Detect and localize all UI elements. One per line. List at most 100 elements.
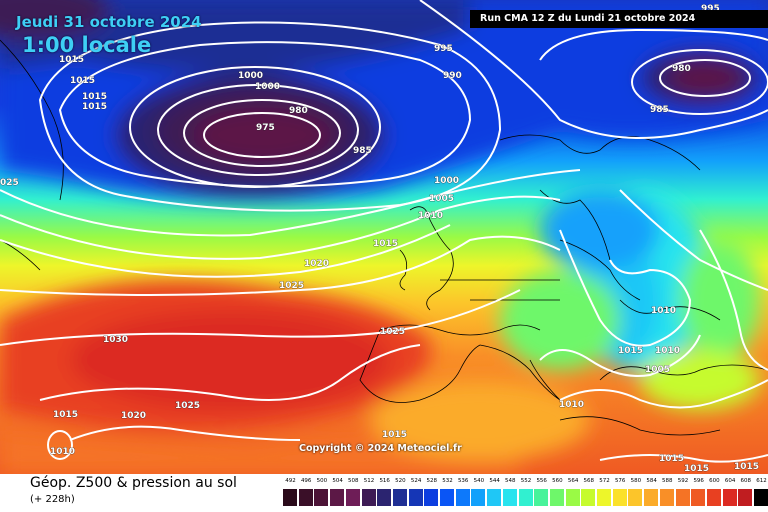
legend-footer: Géop. Z500 & pression au sol (+ 228h) 49… bbox=[0, 474, 768, 512]
isobar-label: 980 bbox=[289, 106, 308, 116]
isobar-label: 1010 bbox=[418, 211, 443, 221]
scale-label: 544 bbox=[489, 478, 500, 484]
isobar-label: 995 bbox=[434, 44, 453, 54]
isobar-label: 995 bbox=[701, 4, 720, 14]
scale-label: 600 bbox=[709, 478, 720, 484]
scale-swatch bbox=[738, 489, 753, 506]
scale-label: 576 bbox=[614, 478, 626, 484]
scale-label: 596 bbox=[693, 478, 704, 484]
isobar-label: 1005 bbox=[645, 365, 670, 375]
map-canvas: 995 1015 1015 1015 1015 1000 1000 995 99… bbox=[0, 0, 768, 474]
isobar-label: 975 bbox=[256, 123, 275, 133]
scale-label: 492 bbox=[285, 478, 296, 484]
isobar-label: 990 bbox=[443, 71, 462, 81]
isobar-label: 980 bbox=[672, 64, 691, 74]
scale-swatch bbox=[377, 489, 392, 506]
scale-swatch bbox=[345, 489, 360, 506]
scale-label: 496 bbox=[300, 478, 312, 484]
isobar-label: 1010 bbox=[559, 400, 584, 410]
isobar-label: 1015 bbox=[659, 454, 684, 464]
scale-label: 532 bbox=[442, 478, 453, 484]
isobar-label: 1005 bbox=[429, 194, 454, 204]
isobar-label: 1015 bbox=[53, 410, 78, 420]
isobar-label: 1000 bbox=[434, 176, 459, 186]
scale-label: 588 bbox=[662, 478, 673, 484]
scale-swatch bbox=[706, 489, 721, 506]
scale-label: 512 bbox=[363, 478, 375, 484]
scale-label: 584 bbox=[646, 478, 657, 484]
scale-swatch bbox=[314, 489, 329, 506]
scale-swatch bbox=[581, 489, 596, 506]
isobar-label: 1015 bbox=[373, 239, 398, 249]
scale-swatch bbox=[487, 489, 502, 506]
scale-swatch bbox=[565, 489, 580, 506]
isobar-label: 1015 bbox=[82, 102, 107, 112]
isobar-label: 1010 bbox=[655, 346, 680, 356]
isobar-label: 1030 bbox=[103, 335, 128, 345]
isobar-label: 1025 bbox=[279, 281, 304, 291]
scale-swatch bbox=[597, 489, 611, 506]
run-info: Run CMA 12 Z du Lundi 21 octobre 2024 bbox=[470, 10, 768, 28]
isobar-label: 1010 bbox=[651, 306, 676, 316]
scale-swatch bbox=[440, 489, 454, 506]
scale-swatch bbox=[361, 489, 376, 506]
scale-swatch bbox=[424, 489, 439, 506]
scale-swatch bbox=[659, 489, 674, 506]
isobar-label: 1015 bbox=[70, 76, 95, 86]
scale-label: 580 bbox=[630, 478, 642, 484]
scale-label: 612 bbox=[756, 478, 767, 484]
scale-swatch bbox=[471, 489, 486, 506]
scale-swatch bbox=[392, 489, 407, 506]
scale-label: 604 bbox=[724, 478, 736, 484]
scale-label: 540 bbox=[473, 478, 485, 484]
scale-label: 524 bbox=[410, 478, 422, 484]
isobar-label: 1025 bbox=[175, 401, 200, 411]
scale-swatch bbox=[283, 489, 297, 506]
scale-swatch bbox=[518, 489, 533, 506]
scale-label: 520 bbox=[395, 478, 406, 484]
scale-swatch bbox=[455, 489, 470, 506]
scale-swatch bbox=[722, 489, 737, 506]
scale-label: 572 bbox=[599, 478, 610, 484]
isobar-label: 025 bbox=[0, 178, 19, 188]
scale-swatch bbox=[330, 489, 345, 506]
isobar-label: 1000 bbox=[238, 71, 263, 81]
scale-label: 508 bbox=[348, 478, 359, 484]
scale-label: 592 bbox=[677, 478, 689, 484]
isobar-label: 1015 bbox=[734, 462, 759, 472]
forecast-step: (+ 228h) bbox=[30, 494, 75, 505]
scale-swatch bbox=[612, 489, 627, 506]
scale-label: 552 bbox=[520, 478, 532, 484]
scale-swatch bbox=[644, 489, 659, 506]
scale-label: 548 bbox=[505, 478, 516, 484]
isobar-label: 1015 bbox=[382, 430, 407, 440]
scale-label: 516 bbox=[379, 478, 390, 484]
map-area: 995 1015 1015 1015 1015 1000 1000 995 99… bbox=[0, 0, 768, 474]
isobar-labels: 995 1015 1015 1015 1015 1000 1000 995 99… bbox=[0, 4, 759, 474]
scale-label: 504 bbox=[332, 478, 343, 484]
scale-swatch bbox=[628, 489, 643, 506]
isobar-label: 1025 bbox=[380, 327, 405, 337]
scale-swatch bbox=[754, 489, 768, 506]
scale-swatch bbox=[549, 489, 564, 506]
scale-label: 556 bbox=[536, 478, 547, 484]
scale-swatch bbox=[502, 489, 517, 506]
isobar-label: 1010 bbox=[50, 447, 75, 457]
scale-swatch bbox=[691, 489, 706, 506]
isobar-lines bbox=[0, 0, 768, 462]
isobar-label: 1015 bbox=[618, 346, 643, 356]
parameter-label: Géop. Z500 & pression au sol bbox=[30, 475, 237, 491]
scale-label: 528 bbox=[426, 478, 438, 484]
isobar-label: 1015 bbox=[59, 55, 84, 65]
scale-swatch bbox=[675, 489, 690, 506]
isobar-label: 1015 bbox=[82, 92, 107, 102]
scale-swatch bbox=[408, 489, 423, 506]
isobar-label: 1020 bbox=[304, 259, 329, 269]
scale-swatch bbox=[534, 489, 549, 506]
forecast-time: 1:00 locale bbox=[22, 33, 152, 57]
scale-label: 500 bbox=[316, 478, 328, 484]
isobar-label: 985 bbox=[353, 146, 372, 156]
isobar-label: 1000 bbox=[255, 82, 280, 92]
scale-label: 564 bbox=[567, 478, 579, 484]
